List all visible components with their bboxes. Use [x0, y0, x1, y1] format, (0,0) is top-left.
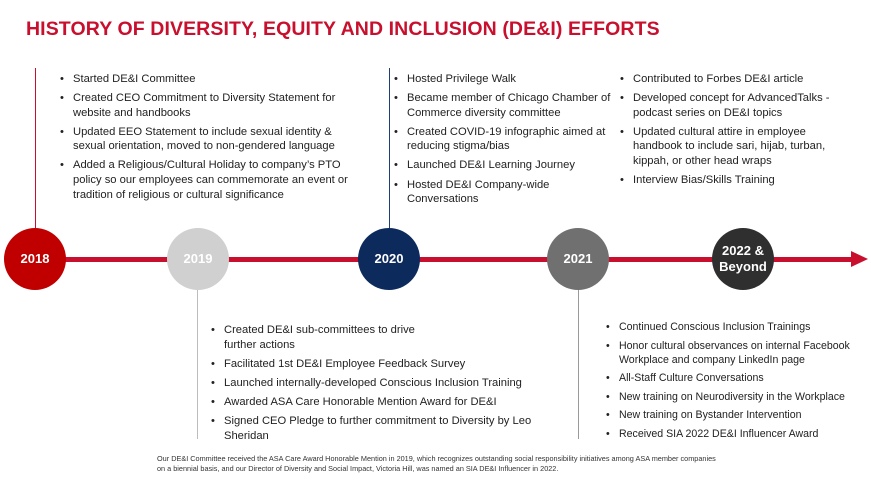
- list-item: Added a Religious/Cultural Holiday to co…: [60, 158, 355, 202]
- year-label-2020: 2020: [374, 251, 404, 266]
- list-item: Honor cultural observances on internal F…: [606, 339, 856, 367]
- timeline-line: [10, 257, 853, 262]
- year-label-2022-beyond: 2022 & Beyond: [719, 243, 767, 274]
- list-2020: Hosted Privilege Walk Became member of C…: [394, 72, 619, 211]
- year-circle-2021: 2021: [547, 228, 609, 290]
- connector-2019: [197, 289, 198, 439]
- list-item: Awarded ASA Care Honorable Mention Award…: [211, 395, 573, 410]
- list-item: Facilitated 1st DE&I Employee Feedback S…: [211, 357, 573, 372]
- list-item: Contributed to Forbes DE&I article: [620, 72, 842, 87]
- list-item: New training on Bystander Intervention: [606, 408, 856, 422]
- list-item: Created CEO Commitment to Diversity Stat…: [60, 91, 355, 120]
- list-item: Received SIA 2022 DE&I Influencer Award: [606, 427, 856, 441]
- list-item: Continued Conscious Inclusion Trainings: [606, 320, 856, 334]
- connector-2021: [578, 289, 579, 439]
- year-circle-2022-beyond: 2022 & Beyond: [712, 228, 774, 290]
- year-circle-2018: 2018: [4, 228, 66, 290]
- list-item: Hosted Privilege Walk: [394, 72, 619, 87]
- list-item: Developed concept for AdvancedTalks - po…: [620, 91, 842, 120]
- list-item: All-Staff Culture Conversations: [606, 371, 856, 385]
- footnote: Our DE&I Committee received the ASA Care…: [157, 454, 716, 473]
- list-item: New training on Neurodiversity in the Wo…: [606, 390, 856, 404]
- list-item: Started DE&I Committee: [60, 72, 355, 87]
- list-item: Hosted DE&I Company-wide Conversations: [394, 178, 619, 207]
- year-label-2019: 2019: [183, 251, 213, 266]
- list-item: Launched internally-developed Conscious …: [211, 376, 573, 391]
- list-item: Became member of Chicago Chamber of Comm…: [394, 91, 619, 120]
- year-circle-2019: 2019: [167, 228, 229, 290]
- list-item: Updated cultural attire in employee hand…: [620, 125, 842, 169]
- list-item: Launched DE&I Learning Journey: [394, 158, 619, 173]
- connector-2020: [389, 68, 390, 228]
- year-circle-2020: 2020: [358, 228, 420, 290]
- list-2021: Continued Conscious Inclusion Trainings …: [606, 320, 856, 445]
- list-item: Updated EEO Statement to include sexual …: [60, 125, 355, 154]
- year-label-2021: 2021: [563, 251, 593, 266]
- list-item: Signed CEO Pledge to further commitment …: [211, 414, 573, 443]
- timeline-arrowhead: [851, 251, 868, 267]
- list-2019: Created DE&I sub-committees to drive fur…: [211, 323, 573, 448]
- list-item: Interview Bias/Skills Training: [620, 173, 842, 188]
- connector-2018: [35, 68, 36, 228]
- list-2018: Started DE&I Committee Created CEO Commi…: [60, 72, 355, 207]
- list-2022-beyond: Contributed to Forbes DE&I article Devel…: [620, 72, 842, 192]
- list-item: Created COVID-19 infographic aimed at re…: [394, 125, 619, 154]
- year-label-2018: 2018: [20, 251, 50, 266]
- page-title: HISTORY OF DIVERSITY, EQUITY AND INCLUSI…: [26, 18, 660, 40]
- list-item: Created DE&I sub-committees to drive fur…: [211, 323, 424, 352]
